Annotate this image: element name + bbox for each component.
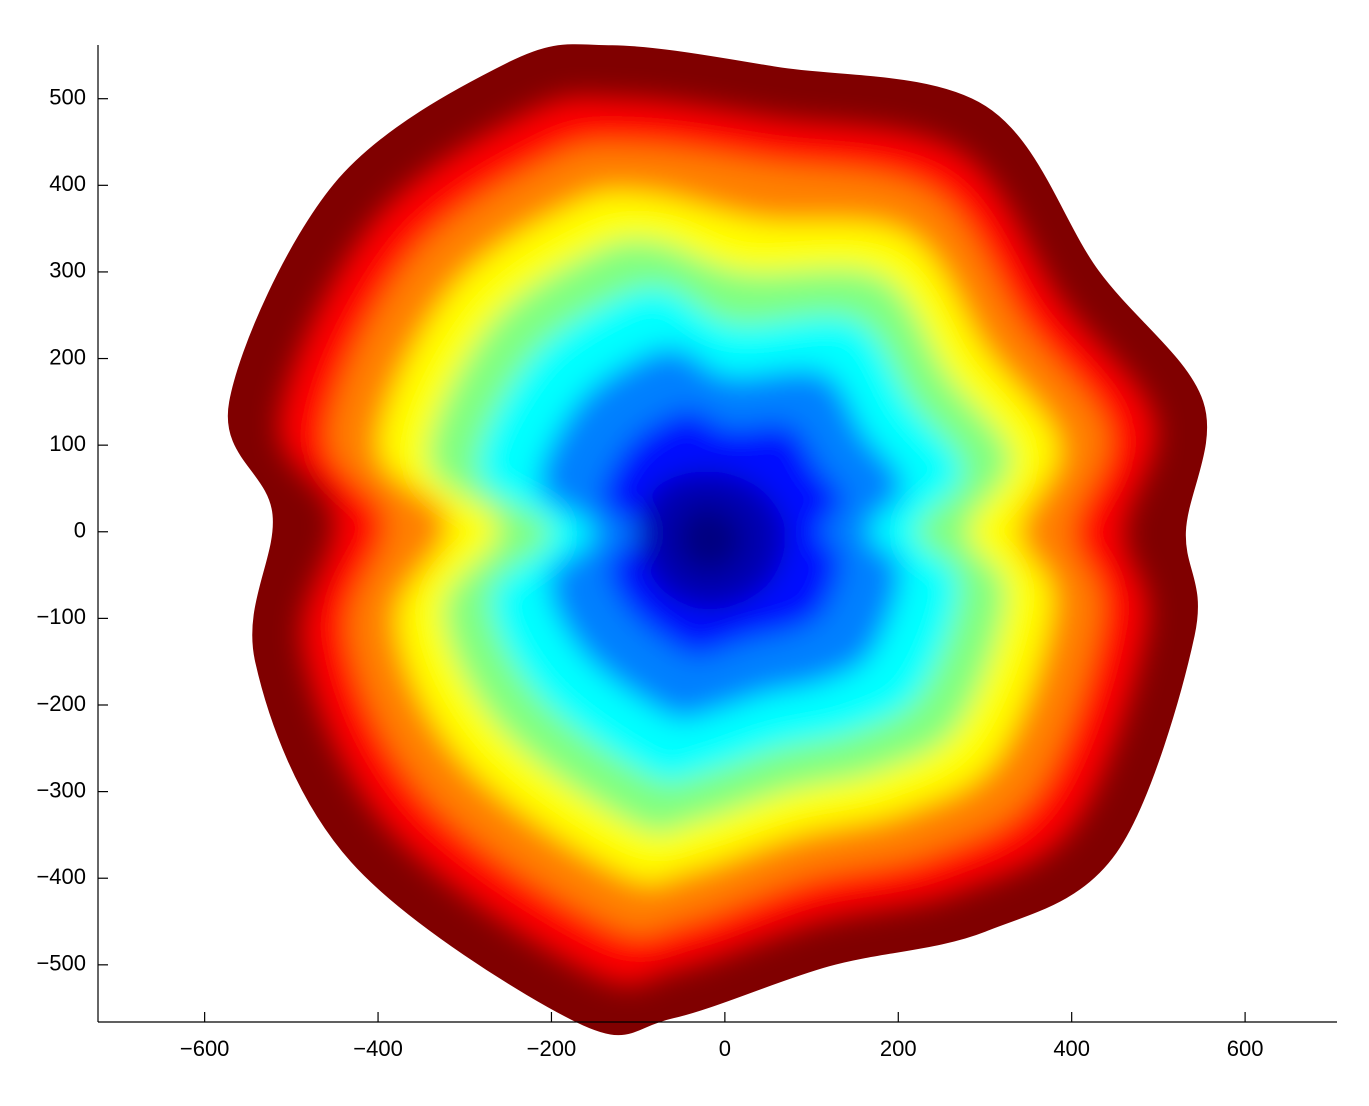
y-tick-label: 400 bbox=[49, 171, 86, 196]
x-tick-label: 0 bbox=[719, 1036, 731, 1061]
blurred-bands bbox=[279, 96, 1156, 985]
y-tick-label: −100 bbox=[36, 604, 86, 629]
y-tick-label: 200 bbox=[49, 344, 86, 369]
y-tick-label: −400 bbox=[36, 864, 86, 889]
x-tick-label: −200 bbox=[527, 1036, 577, 1061]
y-tick-label: −300 bbox=[36, 777, 86, 802]
y-tick-label: 500 bbox=[49, 85, 86, 110]
x-tick-label: −400 bbox=[353, 1036, 403, 1061]
x-tick-label: 600 bbox=[1227, 1036, 1264, 1061]
y-tick-label: 0 bbox=[74, 518, 86, 543]
x-tick-label: 400 bbox=[1053, 1036, 1090, 1061]
inner-bands bbox=[279, 96, 1156, 985]
y-tick-label: −200 bbox=[36, 691, 86, 716]
y-tick-label: 100 bbox=[49, 431, 86, 456]
band bbox=[677, 505, 743, 573]
x-tick-label: −600 bbox=[180, 1036, 230, 1061]
y-tick-label: 300 bbox=[49, 258, 86, 283]
x-tick-label: 200 bbox=[880, 1036, 917, 1061]
y-tick-label: −500 bbox=[36, 951, 86, 976]
axes: −600 −400 −200 0 200 400 600 −500 −400 −300 −200 −1… bbox=[36, 45, 1337, 1061]
bands bbox=[227, 44, 1208, 1036]
